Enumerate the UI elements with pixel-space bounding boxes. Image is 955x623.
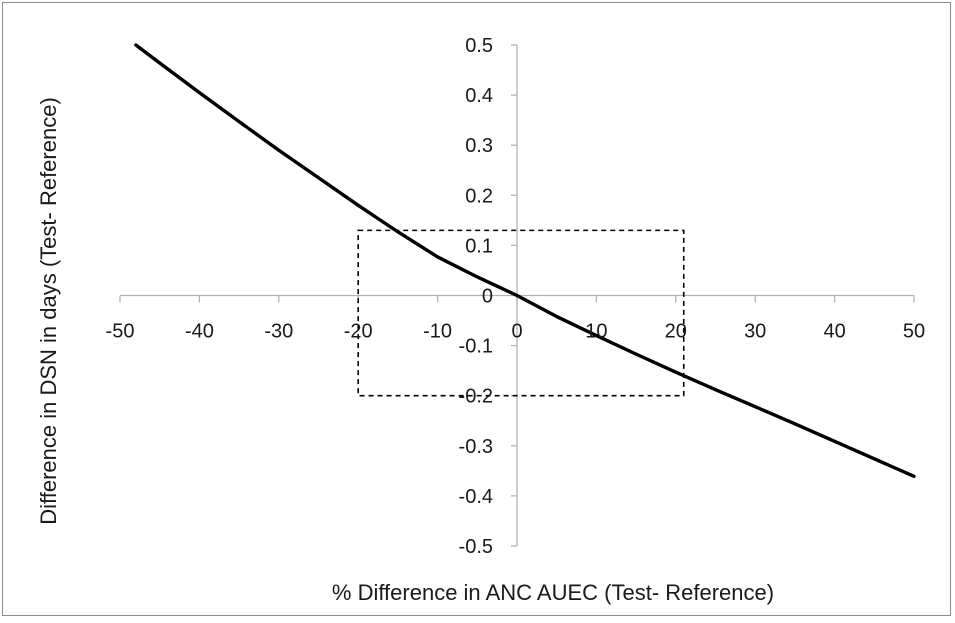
- y-tick-label: 0: [482, 286, 493, 308]
- x-tick-label: -30: [264, 321, 293, 343]
- y-tick-label: -0.5: [459, 536, 493, 558]
- y-tick-label: -0.3: [459, 436, 493, 458]
- x-tick-label: -20: [344, 321, 373, 343]
- x-tick-label: 50: [903, 321, 925, 343]
- y-tick-label: 0.2: [465, 185, 493, 207]
- x-tick-label: 40: [823, 321, 845, 343]
- y-tick-label: -0.1: [459, 336, 493, 358]
- x-tick-label: -50: [106, 321, 135, 343]
- series: [134, 43, 916, 479]
- x-tick-label: 0: [511, 321, 522, 343]
- x-tick-label: 10: [585, 321, 607, 343]
- y-tick-label: 0.1: [465, 235, 493, 257]
- annotations: [357, 229, 685, 397]
- y-tick-label: 0.5: [465, 35, 493, 57]
- series-line: [134, 43, 916, 479]
- y-tick-label: -0.2: [459, 386, 493, 408]
- x-tick-label: -40: [185, 321, 214, 343]
- x-tick-label: -10: [423, 321, 452, 343]
- y-tick-label: -0.4: [459, 486, 493, 508]
- x-axis-title: % Difference in ANC AUEC (Test- Referenc…: [332, 580, 774, 605]
- x-tick-label: 30: [744, 321, 766, 343]
- chart: -50 -40 -30 -20 -10 0 10 20 30 40 50 0.5 0.4 0.3 0.2 0.…: [36, 35, 926, 605]
- chart-frame: -50 -40 -30 -20 -10 0 10 20 30 40 50 0.5 0.4 0.3 0.2 0.…: [2, 2, 951, 616]
- y-tick-label: 0.3: [465, 135, 493, 157]
- tick-labels: -50 -40 -30 -20 -10 0 10 20 30 40 50 0.5 0.4 0.3 0.2 0.…: [106, 35, 926, 558]
- dashed-box: [357, 229, 685, 397]
- y-tick-label: 0.4: [465, 85, 493, 107]
- y-axis-title: Difference in DSN in days (Test- Referen…: [36, 97, 61, 525]
- x-tick-label: 20: [665, 321, 687, 343]
